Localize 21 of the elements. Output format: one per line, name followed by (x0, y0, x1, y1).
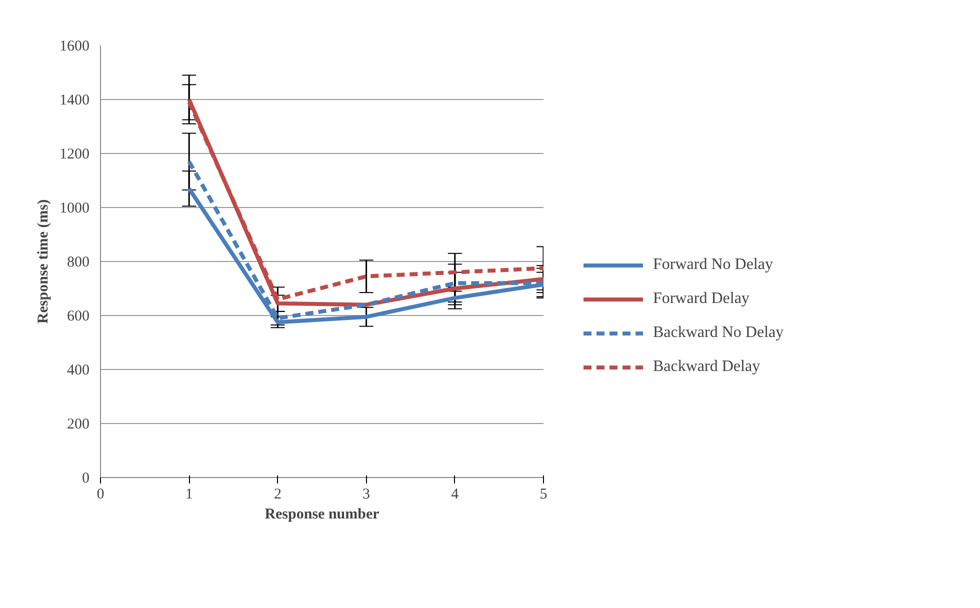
y-tick-label: 800 (67, 254, 90, 270)
legend-label: Forward Delay (653, 290, 750, 308)
y-tick-label: 1200 (60, 146, 90, 162)
y-tick-label: 200 (67, 416, 90, 432)
y-axis-title: Response time (ms) (36, 199, 52, 324)
y-tick-label: 1600 (60, 38, 90, 54)
x-tick-label: 4 (451, 486, 460, 502)
x-tick-label: 0 (96, 486, 104, 502)
x-tick-label: 3 (362, 486, 370, 502)
y-tick-label: 1000 (60, 200, 90, 216)
legend-label: Backward No Delay (653, 324, 784, 342)
y-tick-label: 0 (82, 470, 90, 486)
y-tick-label: 400 (67, 362, 90, 378)
x-tick-label: 2 (274, 486, 282, 502)
legend-label: Forward No Delay (653, 256, 773, 274)
x-axis-title: Response number (264, 506, 380, 522)
legend-label: Backward Delay (653, 358, 760, 376)
y-tick-label: 600 (67, 308, 90, 324)
x-tick-label: 1 (185, 486, 193, 502)
y-tick-label: 1400 (60, 92, 90, 108)
x-tick-label: 5 (540, 486, 548, 502)
